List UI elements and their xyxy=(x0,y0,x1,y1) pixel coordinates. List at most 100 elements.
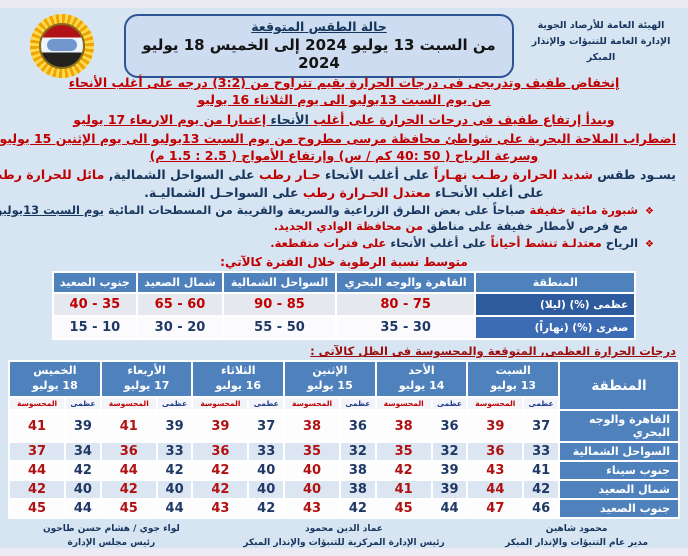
feels-like-temp-cell: 43 xyxy=(468,462,523,480)
day-date: 16 يوليو xyxy=(215,379,262,393)
max-temp-cell: 33 xyxy=(524,443,558,461)
max-temp-cell: 37 xyxy=(249,411,284,442)
text-segment: الأنحاء xyxy=(270,111,309,127)
feels-like-temp-cell: 40 xyxy=(285,481,340,499)
text-segment: على أغلب الأنحـاء xyxy=(430,184,544,200)
humidity-row-label: صغرى (%) (نهاراً) xyxy=(476,317,635,339)
max-temp-subheader: عظمى xyxy=(341,398,375,410)
max-temp-cell: 40 xyxy=(249,481,284,499)
text-line: يسـود طقس شديد الحرارة رطـب نهـاراً على … xyxy=(0,166,676,183)
wind-bullet: ❖ الرياح معتدلـة تنشط أحياناً على أغلب ال… xyxy=(12,236,676,252)
feels-like-temp-cell: 36 xyxy=(468,443,523,461)
ema-emblem-icon xyxy=(39,23,85,69)
signature-title: رئيس مجلس الإدارة xyxy=(67,537,156,548)
feels-like-temp-cell: 45 xyxy=(101,500,156,518)
max-temp-cell: 32 xyxy=(341,443,375,461)
humidity-value-cell: 55 - 50 xyxy=(223,317,336,339)
feels-like-subheader: المحسوسة xyxy=(285,398,340,410)
text-segment: درجه على أغلب الأنحاء xyxy=(68,75,213,90)
fog-bullet: ❖ شبورة مائية خفيفة صباحاً على بعض الطرق … xyxy=(0,202,676,235)
humidity-value-cell: 35 - 30 xyxy=(337,317,475,339)
paragraphs: إنخفاض طفيف وتدريجى فى درجات الحرارة بقي… xyxy=(0,74,680,252)
feels-like-subheader: المحسوسة xyxy=(10,398,65,410)
max-temp-cell: 41 xyxy=(524,462,558,480)
max-temp-cell: 32 xyxy=(432,443,467,461)
day-name: السبت xyxy=(495,364,531,378)
feels-like-temp-cell: 44 xyxy=(101,462,156,480)
temp-row: جنوب سيناء 41 43 39 42 38 40 40 42 42 44 42 44 xyxy=(10,462,678,480)
max-temp-cell: 42 xyxy=(249,500,284,518)
text-line: وسرعة الرياح ( 40: 50 كم / س) وإرتفاع ال… xyxy=(12,147,676,164)
text-segment: اضطراب الملاحة البحرية على شواطئ محافظة … xyxy=(0,130,676,146)
max-temp-cell: 39 xyxy=(432,481,467,499)
temp-day-header: الثلاثاء 16 يوليو xyxy=(193,362,284,397)
feels-like-temp-cell: 45 xyxy=(10,500,65,518)
max-temp-cell: 39 xyxy=(432,462,467,480)
text-line: اضطراب الملاحة البحرية على شواطئ محافظة … xyxy=(0,130,676,147)
humidity-value-cell: 15 - 10 xyxy=(53,317,137,339)
temp-subheader-row: عظمى المحسوسة عظمى المحسوسة عظمى المحسوسة عظمى… xyxy=(10,398,678,410)
temp-day-header: السبت 13 يوليو xyxy=(468,362,558,397)
feels-like-temp-cell: 42 xyxy=(193,462,248,480)
region-column-header: المنطقة xyxy=(560,362,678,410)
feels-like-subheader: المحسوسة xyxy=(101,398,156,410)
text-segment: مائل للحرارة رطب ليـلاً xyxy=(0,167,105,183)
temp-day-header: الأحد 14 يوليو xyxy=(376,362,467,397)
day-date: 15 يوليو xyxy=(307,379,353,393)
humidity-row-label: عظمى (%) (ليلا) xyxy=(476,294,635,316)
bulletin-title: حالة الطقس المتوقعة xyxy=(251,19,387,34)
humidity-column-header: المنطقة xyxy=(476,273,635,293)
max-temp-cell: 33 xyxy=(157,443,192,461)
feels-like-temp-cell: 42 xyxy=(376,462,431,480)
day-date: 13 يوليو xyxy=(490,379,537,393)
humidity-column-header: القاهرة والوجه البحري xyxy=(337,273,475,293)
temp-day-header: الخميس 18 يوليو xyxy=(10,362,100,397)
humidity-value-cell: 80 - 75 xyxy=(337,294,475,316)
humidity-value-cell: 90 - 85 xyxy=(223,294,336,316)
logo-wrap xyxy=(8,10,116,78)
region-name-cell: جنوب سيناء xyxy=(560,462,678,480)
humidity-value-cell: 30 - 20 xyxy=(138,317,222,339)
text-segment: إعتبارا من يوم الاربعاء 17 يوليو xyxy=(73,111,271,127)
max-temp-subheader: عظمى xyxy=(66,398,100,410)
header: الهيئة العامة للأرصاد الجوية الإدارة الع… xyxy=(8,10,680,78)
max-temp-cell: 39 xyxy=(157,411,192,442)
day-date: 14 يوليو xyxy=(398,379,445,393)
text-segment: على فترات متقطعة. xyxy=(270,236,387,251)
org-line2: الإدارة العامة للتنبؤات والإنذار المبكر xyxy=(531,36,671,64)
text-segment: يسـود طقس xyxy=(592,167,676,183)
text-line: ❖ شبورة مائية خفيفة صباحاً على بعض الطرق … xyxy=(0,202,654,219)
temp-day-header: الأربعاء 17 يوليو xyxy=(101,362,192,397)
temperature-table: المنطقة السبت 13 يوليو الأحد 14 يوليو الإثنين… xyxy=(8,360,680,520)
temp-row: شمال الصعيد 42 44 39 41 38 40 40 42 40 42 40 42 xyxy=(10,481,678,499)
temp-row: السواحل الشمالية 33 36 32 35 32 35 33 36 33 36 34 37 xyxy=(10,443,678,461)
feels-like-subheader: المحسوسة xyxy=(376,398,431,410)
bulletin-period: من السبت 13 يوليو 2024 إلى الخميس 18 يول… xyxy=(142,36,496,72)
max-temp-cell: 42 xyxy=(341,500,375,518)
max-temp-cell: 42 xyxy=(157,462,192,480)
temp-drop-para: إنخفاض طفيف وتدريجى فى درجات الحرارة بقي… xyxy=(12,74,676,109)
temp-row: جنوب الصعيد 46 47 44 45 42 43 42 43 44 45 44 45 xyxy=(10,500,678,518)
feels-like-temp-cell: 42 xyxy=(101,481,156,499)
region-name-cell: القاهرة والوجه البحري xyxy=(560,411,678,442)
text-segment: الرياح xyxy=(601,236,639,251)
max-temp-cell: 44 xyxy=(66,500,100,518)
day-name: الخميس xyxy=(33,364,77,378)
max-temp-cell: 37 xyxy=(524,411,558,442)
text-line: على أغلب الأنحـاء معتدل الحـرارة رطب على… xyxy=(12,184,676,201)
feels-like-temp-cell: 35 xyxy=(285,443,340,461)
text-segment: 40: 50 xyxy=(396,148,441,163)
signature-central-admin-head: عماد الدين محمود رئيس الإدارة المركزية ل… xyxy=(215,523,473,550)
temp-day-header: الإثنين 15 يوليو xyxy=(285,362,375,397)
text-segment: شبورة مائية خفيفة xyxy=(525,202,639,217)
text-segment: شديد الحرارة رطـب نهـاراً xyxy=(429,167,593,183)
text-segment: معتدلـة تنشط أحياناً xyxy=(486,236,602,251)
humidity-row: صغرى (%) (نهاراً) 35 - 30 55 - 50 30 - 20 15… xyxy=(53,317,635,339)
max-temp-cell: 40 xyxy=(66,481,100,499)
max-temp-cell: 34 xyxy=(66,443,100,461)
day-name: الأحد xyxy=(408,364,435,378)
temp-day-header-row: المنطقة السبت 13 يوليو الأحد 14 يوليو الإثنين… xyxy=(10,362,678,410)
humidity-header-row: المنطقة القاهرة والوجه البحري السواحل الشم… xyxy=(53,273,635,293)
title-box: حالة الطقس المتوقعة من السبت 13 يوليو 20… xyxy=(124,14,514,78)
max-temp-cell: 38 xyxy=(341,462,375,480)
